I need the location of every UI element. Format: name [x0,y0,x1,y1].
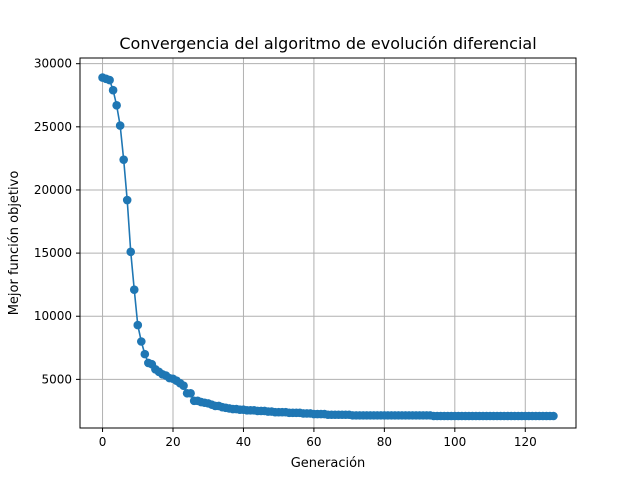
y-axis-ticks: 5000 10000 15000 20000 25000 30000 [34,57,80,386]
data-point [549,411,558,421]
x-tick-label: 80 [377,435,392,449]
x-tick-label: 40 [236,435,251,449]
x-tick-label: 100 [443,435,466,449]
data-point [112,101,121,110]
data-point [105,75,114,85]
x-axis-label: Generación [291,456,366,471]
data-point [126,247,136,257]
plot-area-frame [79,57,577,429]
y-axis-label: Mejor función objetivo [7,171,22,316]
y-tick-label: 15000 [34,246,72,260]
x-axis-ticks: 0 20 40 60 80 100 120 [99,428,537,449]
y-tick-label: 20000 [34,183,72,197]
x-tick-label: 20 [165,435,180,449]
data-point [115,121,125,130]
x-tick-label: 60 [306,435,321,449]
x-tick-label: 120 [514,435,537,449]
data-point [179,381,188,391]
data-point [119,155,128,164]
gridlines [80,58,576,428]
data-point [140,349,150,359]
y-tick-label: 25000 [34,120,72,134]
data-point [186,388,195,398]
y-tick-label: 5000 [41,372,72,386]
series-markers [98,73,558,421]
chart-title: Convergencia del algoritmo de evolución … [119,34,536,53]
data-point [122,195,132,205]
y-tick-label: 10000 [34,309,72,323]
x-tick-label: 0 [99,435,107,449]
data-point [137,337,146,346]
data-point [129,285,139,295]
data-point [108,85,118,95]
y-tick-label: 30000 [34,57,72,71]
data-point [133,320,143,330]
